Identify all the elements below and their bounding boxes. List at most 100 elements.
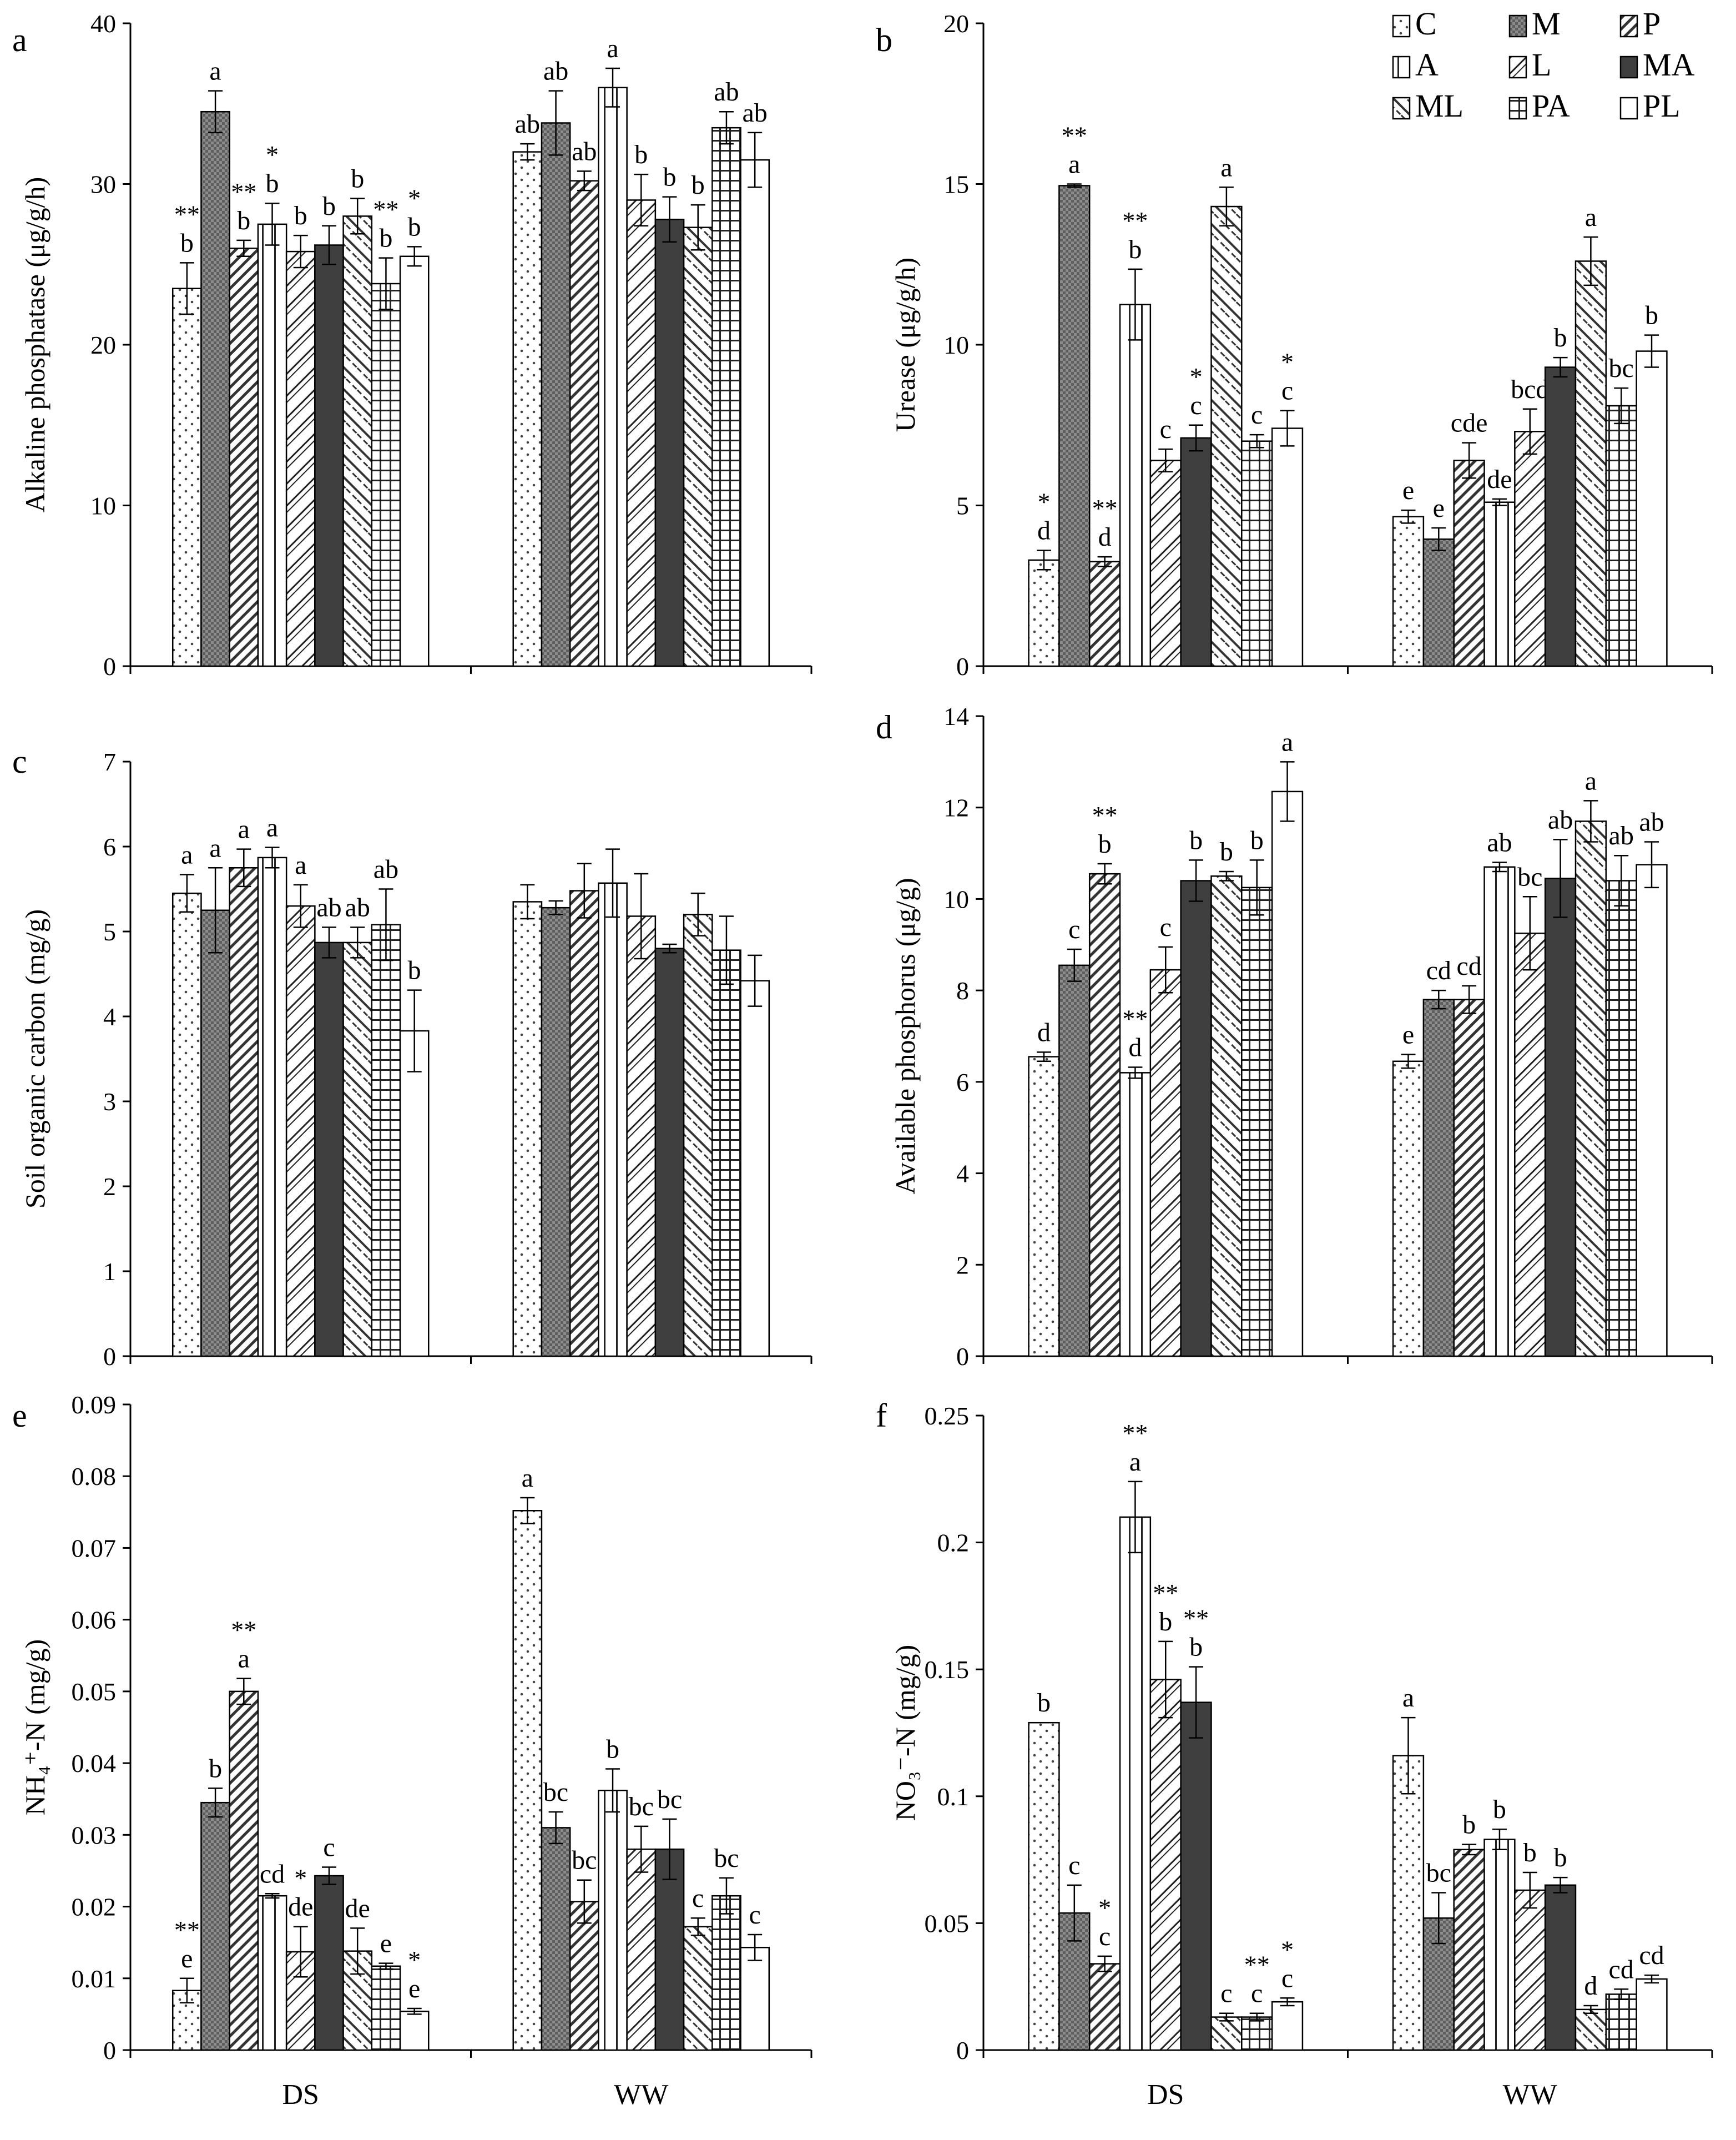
significance-letter: e (1402, 1020, 1414, 1049)
legend-swatch-C (1392, 14, 1411, 38)
bar-e-WW-P (569, 1901, 599, 2051)
significance-stars: ** (1244, 1951, 1270, 1979)
significance-letter: a (1220, 153, 1232, 182)
significance-letter: b (1493, 1795, 1506, 1824)
significance-letter: c (1160, 913, 1172, 942)
legend-item-PA: PA (1508, 88, 1570, 124)
significance-letter: ab (714, 77, 739, 107)
bar-e-DS-MA (314, 1875, 344, 2051)
bar-c-DS-PL (399, 1030, 430, 1357)
panel-letter: a (12, 22, 27, 58)
bar-a-WW-A (598, 87, 628, 667)
significance-letter: e (1433, 494, 1445, 523)
significance-letter: ab (1609, 821, 1634, 850)
legend-label: L (1532, 47, 1551, 83)
significance-letter: ab (572, 137, 597, 166)
y-tick-label: 3 (103, 1087, 116, 1116)
significance-letter: ab (743, 98, 768, 128)
panel-letter: d (876, 709, 892, 746)
significance-letter: cd (1426, 956, 1451, 985)
bar-b-WW-C (1392, 516, 1425, 667)
y-tick-label: 0 (103, 652, 116, 681)
significance-letter: b (1554, 323, 1567, 353)
significance-letter: bc (572, 1846, 597, 1875)
panel-a: a 0 10 20 30 40 Alkaline phosphatase (μg/g/h) b… (12, 9, 813, 681)
significance-letter: b (1159, 1607, 1172, 1637)
panel-letter: e (12, 1397, 27, 1434)
bar-b-DS-L (1149, 460, 1182, 667)
significance-letter: a (209, 833, 221, 863)
significance-letter: bcd (1511, 375, 1549, 404)
significance-letter: e (408, 1974, 420, 2003)
bar-e-WW-M (541, 1827, 571, 2051)
x-category-label: WW (614, 2079, 668, 2111)
bar-d-DS-M (1058, 964, 1091, 1357)
bar-a-DS-C (171, 288, 202, 667)
significance-letter: bc (629, 1792, 654, 1821)
significance-letter: cd (260, 1859, 285, 1889)
bar-f-DS-PL (1271, 2001, 1304, 2051)
bar-d-WW-C (1392, 1060, 1425, 1357)
bar-b-DS-ML (1210, 205, 1243, 667)
significance-letter: a (1585, 203, 1597, 232)
bar-d-DS-MA (1180, 880, 1212, 1357)
y-tick-label: 0.2 (937, 1529, 970, 1557)
bar-c-DS-C (171, 892, 202, 1357)
legend-label: P (1643, 6, 1661, 42)
bar-c-DS-P (229, 867, 259, 1357)
legend-swatch-MA (1619, 56, 1638, 79)
significance-letter: b (1462, 1810, 1476, 1840)
bar-a-DS-M (200, 110, 230, 667)
significance-letter: b (1128, 235, 1142, 264)
y-tick-label: 20 (943, 9, 969, 38)
significance-letter: bc (657, 1785, 682, 1814)
significance-letter: ab (543, 57, 568, 86)
significance-letter: b (1554, 1843, 1567, 1872)
bar-b-WW-L (1514, 431, 1546, 667)
bar-e-WW-PL (740, 1946, 770, 2051)
panel-e: e 0 0.01 0.02 0.03 0.04 0.05 0.06 0.07 0.08 0.09 NH… (12, 1391, 813, 2111)
bar-d-WW-L (1514, 932, 1546, 1357)
bar-d-WW-M (1422, 999, 1455, 1357)
legend-item-ML: ML (1392, 88, 1464, 124)
bar-d-DS-PL (1271, 790, 1304, 1357)
bar-e-DS-A (257, 1895, 287, 2051)
bar-f-WW-PL (1636, 1978, 1668, 2051)
significance-letter: cd (1456, 951, 1481, 981)
significance-letter: de (1487, 465, 1512, 494)
significance-letter: b (634, 140, 648, 169)
legend-label: MA (1643, 47, 1695, 83)
legend-swatch-PA (1508, 97, 1527, 120)
significance-letter: a (238, 815, 250, 844)
bar-a-WW-MA (654, 218, 685, 667)
bar-f-DS-L (1149, 1679, 1182, 2051)
significance-letter: d (1098, 522, 1112, 552)
bar-f-WW-L (1514, 1889, 1546, 2051)
legend-label: ML (1415, 88, 1464, 124)
significance-letter: b (266, 169, 279, 198)
significance-letter: b (1220, 837, 1233, 867)
significance-stars: ** (231, 178, 256, 206)
bar-c-WW-L (626, 915, 657, 1357)
significance-stars: ** (1153, 1579, 1178, 1607)
bar-b-DS-PL (1271, 427, 1304, 667)
y-tick-label: 2 (103, 1172, 116, 1201)
y-tick-label: 0.1 (937, 1783, 970, 1811)
significance-letter: ab (515, 109, 540, 139)
y-tick-label: 4 (103, 1003, 116, 1031)
significance-letter: b (1098, 829, 1112, 859)
bar-d-DS-PA (1241, 887, 1273, 1357)
y-tick-label: 0.04 (72, 1749, 117, 1778)
bar-f-DS-PA (1241, 2016, 1273, 2051)
y-tick-label: 5 (956, 492, 969, 520)
y-tick-label: 30 (90, 170, 116, 199)
bar-f-WW-PA (1605, 1993, 1637, 2051)
y-tick-label: 10 (943, 331, 969, 359)
bar-c-DS-PA (371, 924, 401, 1357)
bar-a-WW-ML (683, 226, 713, 667)
bar-b-DS-PA (1241, 440, 1273, 667)
legend-swatch-M (1508, 14, 1527, 38)
